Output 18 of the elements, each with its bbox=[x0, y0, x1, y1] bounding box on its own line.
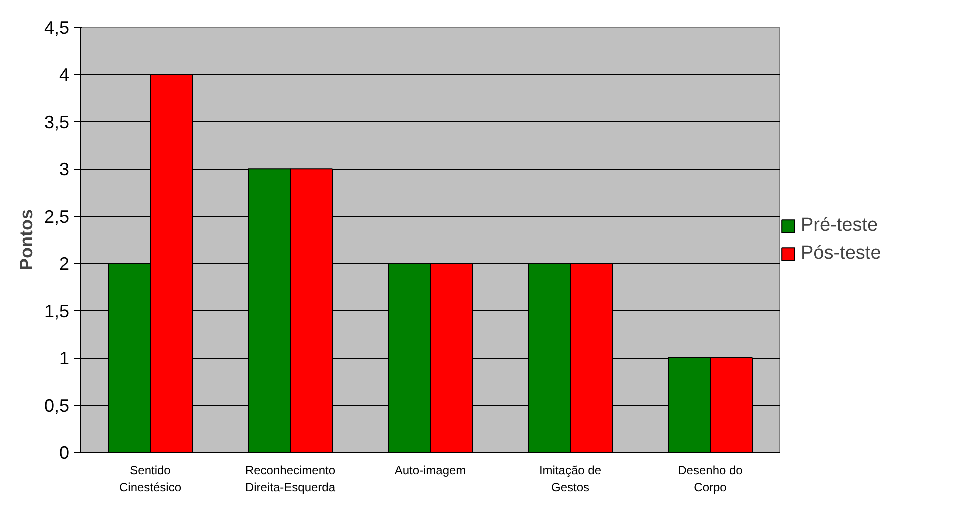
legend-label: Pós-teste bbox=[801, 242, 882, 264]
y-tick-label: 0 bbox=[59, 443, 70, 463]
y-tick-label: 4,5 bbox=[44, 18, 70, 38]
y-tick-label: 4 bbox=[59, 65, 70, 86]
x-tick-label: Auto-imagem bbox=[394, 464, 466, 478]
x-tick-label: Imitação de Gestos bbox=[539, 464, 602, 494]
y-tick-label: 1,5 bbox=[44, 301, 70, 322]
y-tick-label: 1 bbox=[59, 348, 70, 369]
y-tick-label: 2,5 bbox=[44, 206, 70, 227]
y-tick-label: 2 bbox=[59, 254, 70, 274]
x-tick-label: Desenho do Corpo bbox=[678, 464, 744, 494]
y-tick-label: 3,5 bbox=[44, 112, 70, 132]
y-axis-title: Pontos bbox=[16, 210, 36, 270]
y-tick-label: 0,5 bbox=[44, 396, 70, 416]
x-tick-label: Reconhecimento Direita-Esquerda bbox=[245, 464, 336, 494]
y-tick-label: 3 bbox=[59, 160, 70, 180]
legend-label: Pré-teste bbox=[801, 214, 878, 236]
x-tick-label: Sentido Cinestésico bbox=[119, 464, 182, 494]
